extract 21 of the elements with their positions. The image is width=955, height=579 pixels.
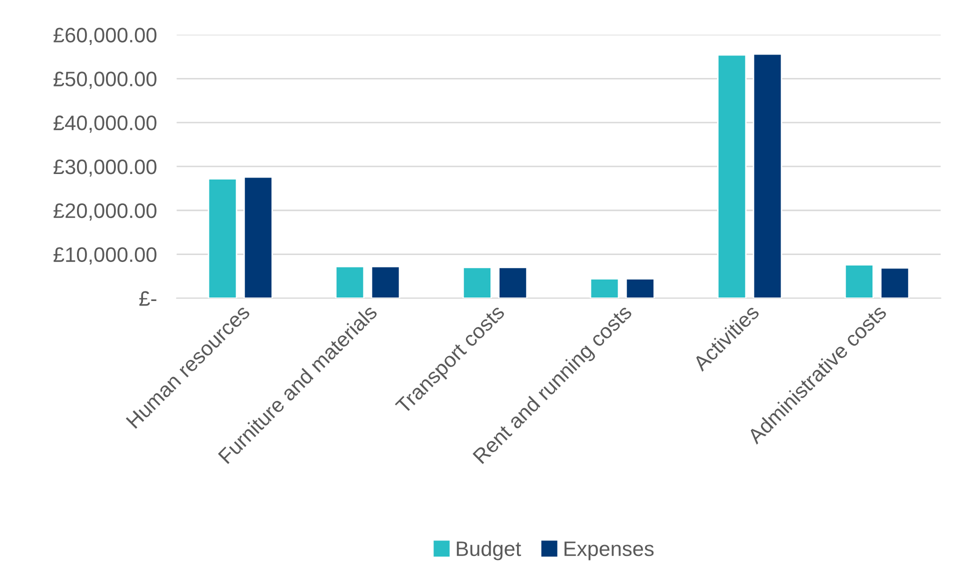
y-tick-label: £- <box>139 291 156 306</box>
y-tick-label: £10,000.00 <box>54 247 156 264</box>
y-tick-label: £30,000.00 <box>54 159 156 177</box>
y-tick-label: £50,000.00 <box>54 72 156 89</box>
bar <box>498 266 528 298</box>
legend-label: Expenses <box>564 542 654 560</box>
bar <box>844 264 874 298</box>
y-tick-label: £40,000.00 <box>54 116 156 133</box>
bar <box>370 266 400 298</box>
bar <box>752 53 782 298</box>
y-tick-label: £20,000.00 <box>54 203 156 221</box>
bar <box>625 278 655 298</box>
bar <box>717 54 747 298</box>
bar <box>590 278 620 298</box>
legend-label: Budget <box>456 540 522 560</box>
bar <box>208 178 238 298</box>
bar <box>243 176 273 298</box>
y-tick-label: £60,000.00 <box>54 28 156 45</box>
bar <box>335 266 365 298</box>
bar <box>462 266 492 298</box>
bar <box>880 267 910 298</box>
